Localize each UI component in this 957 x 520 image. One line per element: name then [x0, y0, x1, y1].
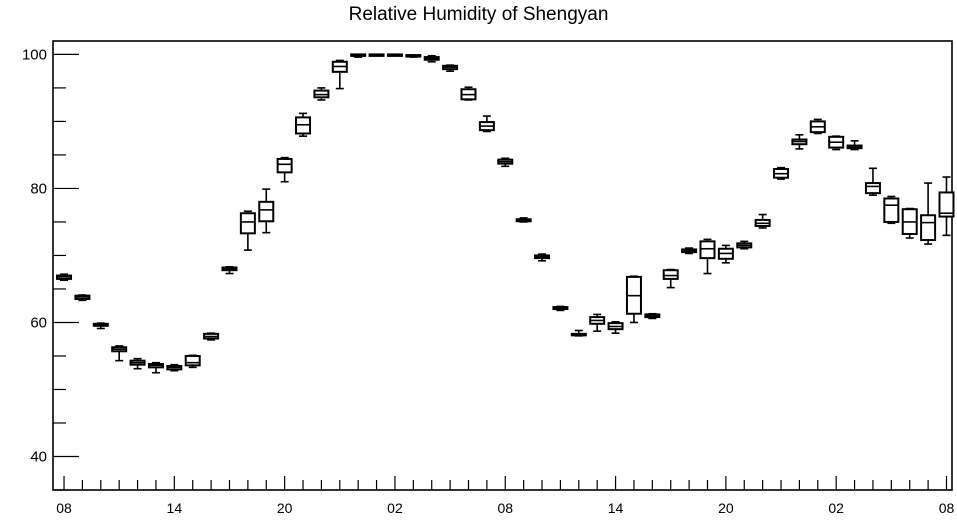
- box-mark: [791, 134, 808, 150]
- iqr-box: [938, 191, 955, 218]
- iqr-box: [662, 269, 679, 280]
- y-tick-label: 40: [30, 448, 47, 465]
- x-tick-label: 02: [828, 500, 844, 516]
- box-mark: [570, 329, 587, 337]
- x-tick-label: 14: [167, 500, 183, 516]
- box-mark: [295, 112, 312, 137]
- box-mark: [368, 53, 385, 57]
- box-mark: [754, 213, 771, 229]
- box-mark: [460, 86, 477, 101]
- box-mark: [699, 238, 716, 275]
- box-mark: [736, 240, 753, 250]
- box-mark: [920, 182, 937, 245]
- box-mark: [773, 166, 790, 180]
- box-mark: [239, 210, 256, 251]
- iqr-box: [239, 212, 256, 235]
- box-mark: [350, 53, 367, 58]
- box-mark: [442, 64, 459, 72]
- box-mark: [203, 332, 220, 341]
- box-mark: [276, 156, 293, 183]
- box-mark: [497, 157, 514, 168]
- axes: [52, 40, 953, 491]
- x-tick-label: 02: [387, 500, 403, 516]
- box-mark: [864, 167, 881, 196]
- box-mark: [147, 361, 164, 374]
- x-tick-label: 08: [56, 500, 72, 516]
- box-mark: [607, 320, 624, 334]
- box-mark: [386, 53, 403, 57]
- box-mark: [166, 363, 183, 372]
- box-mark: [846, 140, 863, 151]
- iqr-box: [276, 157, 293, 174]
- box-mark: [405, 54, 422, 58]
- box-mark: [56, 273, 73, 282]
- x-tick-label: 08: [497, 500, 513, 516]
- box-mark: [331, 59, 348, 90]
- box-mark: [681, 247, 698, 255]
- y-tick-label: 80: [30, 180, 47, 197]
- box-mark: [828, 135, 845, 151]
- box-mark: [74, 294, 91, 302]
- box-mark: [129, 357, 146, 370]
- chart-title: Relative Humidity of Shengyan: [348, 4, 609, 25]
- box-mark: [534, 253, 551, 262]
- plot-frame: [52, 40, 953, 491]
- box-mark: [625, 275, 642, 324]
- iqr-box: [258, 200, 275, 223]
- iqr-box: [864, 182, 881, 195]
- box-mark: [589, 313, 606, 332]
- box-mark: [423, 54, 440, 63]
- y-tick-label: 100: [22, 46, 47, 63]
- box-mark: [515, 217, 532, 223]
- x-tick-label: 20: [718, 500, 734, 516]
- box-mark: [938, 176, 955, 237]
- box-mark: [221, 266, 238, 275]
- box-mark: [184, 354, 201, 369]
- box-mark: [111, 345, 128, 362]
- y-tick-label: 60: [30, 314, 47, 331]
- x-tick-label: 08: [939, 500, 955, 516]
- box-series: [56, 53, 955, 374]
- box-mark: [662, 268, 679, 289]
- box-mark: [883, 195, 900, 225]
- iqr-box: [699, 240, 716, 260]
- box-mark: [717, 244, 734, 264]
- axis-ticks: 40 60 80 100 08 14 20 02 08 14 20 02 08: [22, 46, 955, 516]
- iqr-box: [883, 197, 900, 223]
- iqr-box: [184, 354, 201, 367]
- box-mark: [92, 322, 109, 330]
- iqr-box: [920, 214, 937, 242]
- x-tick-label: 14: [608, 500, 624, 516]
- box-mark: [478, 115, 495, 133]
- box-mark: [644, 312, 661, 320]
- box-mark: [313, 87, 330, 101]
- x-tick-label: 20: [277, 500, 293, 516]
- box-mark: [901, 207, 918, 239]
- box-mark: [258, 188, 275, 234]
- box-mark: [809, 118, 826, 135]
- box-mark: [552, 305, 569, 312]
